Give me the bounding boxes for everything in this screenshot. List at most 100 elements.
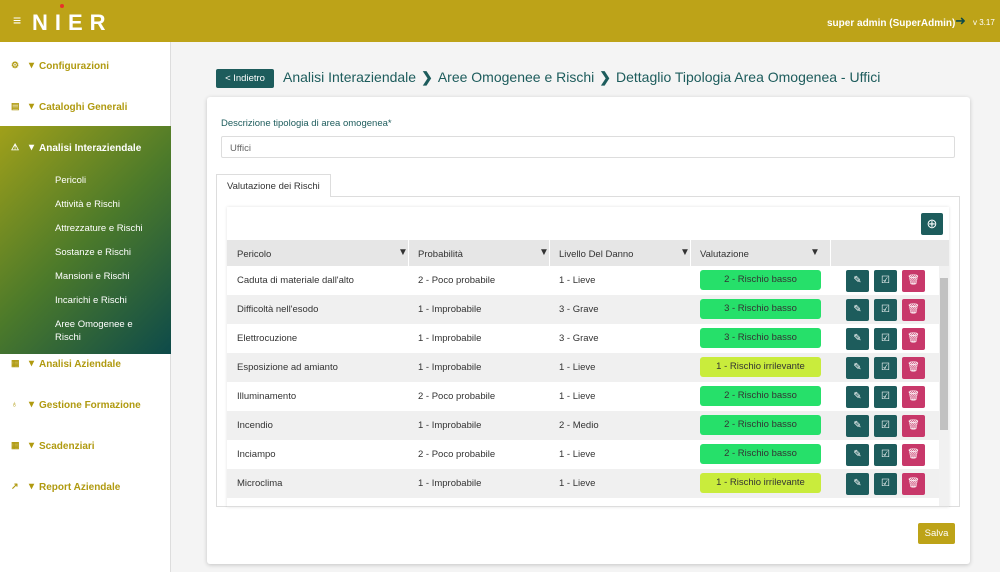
checklist-button[interactable]: ☑ [874, 415, 897, 437]
column-divider [549, 240, 550, 266]
menu-icon: ▦ [11, 358, 20, 368]
risk-badge: 2 - Rischio basso [700, 386, 821, 406]
submenu-item[interactable]: Sostanze e Rischi [55, 247, 132, 258]
submenu-item[interactable]: Pericoli [55, 175, 87, 186]
risk-badge: 3 - Rischio basso [700, 328, 821, 348]
breadcrumb-item[interactable]: Analisi Interaziendale [283, 69, 417, 85]
cell-text: 1 - Lieve [559, 478, 596, 489]
tab[interactable]: Valutazione dei Rischi [216, 174, 331, 197]
submenu-item[interactable]: Aree Omogenee e Rischi [55, 319, 133, 343]
separator: ❯ [599, 69, 611, 85]
cell-text: 1 - Lieve [559, 391, 596, 402]
cell-text: Elettrocuzione [237, 333, 298, 344]
logout-icon[interactable]: ➜ [955, 13, 966, 28]
delete-button[interactable]: 🗑 [902, 444, 925, 466]
cell-text: Illuminamento [237, 391, 297, 402]
top-bar: ≡ NIER super admin (SuperAdmin) ➜ v 3.17 [0, 0, 1000, 42]
edit-button[interactable]: ✎ [846, 386, 869, 408]
table-row: Microclima 1 - Improbabile 1 - Lieve 1 - Ri… [227, 469, 939, 498]
cell-text: 3 - Grave [559, 304, 599, 315]
menu-label: Analisi Interaziendale [29, 142, 141, 154]
sidebar: ⚙ Configurazioni ▤ Cataloghi Generali ⚠ Anali… [0, 42, 171, 572]
checklist-button[interactable]: ☑ [874, 473, 897, 495]
cell-text: Microclima [237, 478, 283, 489]
cell-text: 2 - Poco probabile [418, 449, 496, 460]
menu-icon: ▤ [11, 101, 20, 111]
breadcrumb: Analisi Interaziendale ❯ Aree Omogenee e R… [283, 69, 880, 86]
active-section [0, 126, 171, 354]
edit-button[interactable]: ✎ [846, 357, 869, 379]
delete-button[interactable]: 🗑 [902, 328, 925, 350]
cell-text: 1 - Improbabile [418, 420, 482, 431]
column-header[interactable]: Livello Del Danno [559, 249, 634, 260]
risk-badge: 2 - Rischio basso [700, 444, 821, 464]
risk-badge: 1 - Rischio irrilevante [700, 357, 821, 377]
menu-toggle[interactable]: ≡ [13, 12, 22, 28]
filter-icon[interactable]: ▼ [398, 247, 408, 258]
submenu-item[interactable]: Attività e Rischi [55, 199, 120, 210]
edit-button[interactable]: ✎ [846, 415, 869, 437]
filter-icon[interactable]: ▼ [810, 247, 820, 258]
delete-button[interactable]: 🗑 [902, 270, 925, 292]
back-button[interactable]: < Indietro [216, 69, 274, 88]
cell-text: Esposizione ad amianto [237, 362, 338, 373]
risk-badge: 2 - Rischio basso [700, 270, 821, 290]
menu-label: Cataloghi Generali [29, 101, 127, 113]
edit-button[interactable]: ✎ [846, 444, 869, 466]
scrollbar[interactable] [939, 266, 949, 506]
checklist-button[interactable]: ☑ [874, 299, 897, 321]
filter-icon[interactable]: ▼ [680, 247, 690, 258]
delete-button[interactable]: 🗑 [902, 473, 925, 495]
edit-button[interactable]: ✎ [846, 473, 869, 495]
menu-item[interactable]: ▦ Analisi Aziendale [0, 355, 170, 375]
card: Descrizione tipologia di area omogenea* … [207, 97, 970, 564]
cell-text: 1 - Lieve [559, 449, 596, 460]
menu-item[interactable]: ▦ Scadenziari [0, 437, 170, 457]
column-header[interactable]: Valutazione [700, 249, 749, 260]
delete-button[interactable]: 🗑 [902, 357, 925, 379]
add-button[interactable]: ⊕ [921, 213, 943, 235]
filter-icon[interactable]: ▼ [539, 247, 549, 258]
text-input[interactable]: Uffici [221, 136, 955, 158]
cell-text: 1 - Lieve [559, 275, 596, 286]
menu-icon: ♁ [11, 399, 18, 409]
logo: NIER [32, 10, 113, 35]
save-button[interactable]: Salva [918, 523, 955, 544]
submenu-item[interactable]: Incarichi e Rischi [55, 295, 127, 306]
breadcrumb-item[interactable]: Aree Omogenee e Rischi [437, 69, 595, 85]
menu-item[interactable]: ⚠ Analisi Interaziendale [0, 139, 170, 159]
menu-item[interactable]: ⚙ Configurazioni [0, 57, 170, 77]
edit-button[interactable]: ✎ [846, 299, 869, 321]
checklist-button[interactable]: ☑ [874, 328, 897, 350]
menu-label: Gestione Formazione [29, 399, 141, 411]
column-header[interactable]: Probabilità [418, 249, 463, 260]
table-container: ⊕ Pericolo ▼ Probabilità ▼ Livello Del Danno… [227, 207, 949, 507]
cell-text: 1 - Improbabile [418, 478, 482, 489]
edit-button[interactable]: ✎ [846, 328, 869, 350]
tab-panel [216, 196, 960, 507]
cell-text: Inciampo [237, 449, 276, 460]
menu-item[interactable]: ↗ Report Aziendale [0, 478, 170, 498]
delete-button[interactable]: 🗑 [902, 415, 925, 437]
column-header[interactable]: Pericolo [237, 249, 272, 260]
delete-button[interactable]: 🗑 [902, 386, 925, 408]
user-name[interactable]: super admin (SuperAdmin) [827, 18, 956, 29]
checklist-button[interactable]: ☑ [874, 444, 897, 466]
table-row: Illuminamento 2 - Poco probabile 1 - Lieve… [227, 382, 939, 411]
checklist-button[interactable]: ☑ [874, 386, 897, 408]
submenu-item[interactable]: Mansioni e Rischi [55, 271, 130, 282]
checklist-button[interactable]: ☑ [874, 270, 897, 292]
menu-item[interactable]: ▤ Cataloghi Generali [0, 98, 170, 118]
breadcrumb-item: Dettaglio Tipologia Area Omogenea - Uffi… [615, 69, 881, 85]
delete-button[interactable]: 🗑 [902, 299, 925, 321]
table-header: Pericolo ▼ Probabilità ▼ Livello Del Danno ▼ V… [227, 240, 949, 266]
table-row: Elettrocuzione 1 - Improbabile 3 - Grave 3 … [227, 324, 939, 353]
table-row: Inciampo 2 - Poco probabile 1 - Lieve 2 - R… [227, 440, 939, 469]
menu-item[interactable]: ♁ Gestione Formazione [0, 396, 170, 416]
edit-button[interactable]: ✎ [846, 270, 869, 292]
cell-text: 1 - Improbabile [418, 333, 482, 344]
checklist-button[interactable]: ☑ [874, 357, 897, 379]
submenu-item[interactable]: Attrezzature e Rischi [55, 223, 143, 234]
logo-dot [60, 4, 64, 8]
